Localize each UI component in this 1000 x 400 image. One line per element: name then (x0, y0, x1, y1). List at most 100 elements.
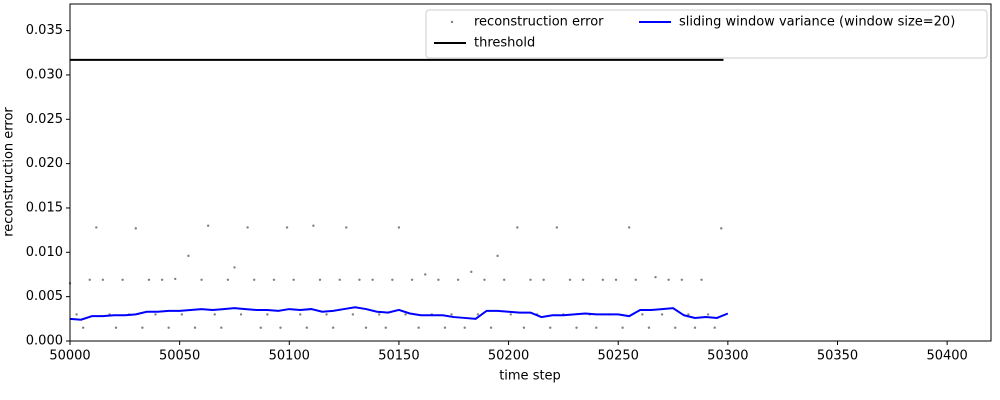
data-point (358, 278, 361, 282)
x-tick-label: 50350 (817, 349, 858, 364)
data-point (470, 270, 473, 274)
data-point (391, 278, 394, 282)
data-point (601, 278, 605, 282)
data-point (529, 278, 532, 282)
data-point (174, 277, 177, 281)
data-point (147, 278, 151, 282)
data-point (502, 278, 506, 282)
data-point (134, 227, 137, 230)
data-point (285, 226, 289, 229)
data-point (312, 224, 315, 227)
data-point (160, 278, 164, 282)
data-point (318, 278, 322, 282)
data-point (450, 313, 453, 316)
legend-box (425, 9, 988, 59)
x-tick-label: 50400 (926, 349, 967, 364)
data-point (88, 278, 91, 282)
data-point (101, 278, 105, 282)
data-point (443, 326, 447, 329)
data-point (226, 278, 230, 282)
data-point (437, 278, 440, 282)
data-point (581, 278, 585, 282)
data-point (720, 227, 723, 230)
data-point (233, 266, 236, 269)
data-point (634, 278, 637, 282)
y-tick-label: 0.015 (26, 200, 63, 215)
data-point (338, 278, 341, 282)
data-point (424, 273, 427, 276)
legend-label: reconstruction error (474, 15, 604, 30)
x-tick-label: 50000 (49, 349, 90, 364)
y-tick-label: 0.010 (26, 245, 63, 260)
x-tick-label: 50200 (488, 349, 529, 364)
y-axis-label: reconstruction error (2, 107, 17, 237)
data-point (654, 275, 657, 279)
data-point (687, 313, 690, 316)
data-point (674, 326, 677, 329)
data-point (377, 313, 381, 316)
data-point (614, 278, 618, 282)
data-point (555, 226, 559, 229)
data-point (496, 254, 499, 258)
data-point (595, 326, 598, 329)
x-tick-label: 50100 (269, 349, 310, 364)
data-point (660, 313, 664, 316)
data-point (542, 278, 545, 282)
data-point (463, 326, 466, 329)
data-point (305, 326, 309, 329)
data-point (200, 278, 203, 282)
data-point (476, 313, 480, 316)
y-tick-label: 0.030 (26, 67, 63, 82)
plot-area (68, 58, 729, 329)
data-point (266, 313, 269, 316)
data-point (397, 226, 401, 229)
data-point (180, 313, 184, 316)
data-point (627, 226, 631, 229)
data-point (187, 254, 190, 258)
data-point (325, 313, 328, 316)
data-point (647, 326, 651, 329)
data-point (384, 326, 387, 329)
data-point (641, 313, 644, 316)
data-point (114, 326, 118, 329)
data-point (483, 278, 486, 282)
data-point (568, 278, 572, 282)
data-point (371, 278, 374, 282)
x-tick-label: 50250 (598, 349, 639, 364)
data-point (417, 326, 420, 329)
data-point (351, 313, 355, 316)
x-tick-label: 50050 (159, 349, 200, 364)
data-point (713, 326, 716, 329)
legend-marker (450, 20, 454, 24)
data-point (404, 313, 407, 316)
x-axis-label: time step (499, 369, 561, 384)
data-point (575, 326, 578, 329)
axes-frame (69, 3, 992, 342)
data-point (154, 313, 157, 316)
data-point (272, 278, 276, 282)
data-point (239, 313, 243, 316)
data-point (516, 226, 519, 229)
data-point (680, 278, 684, 282)
data-point (259, 326, 262, 329)
data-point (95, 226, 98, 229)
y-tick-label: 0.000 (26, 334, 63, 349)
data-point (706, 313, 710, 316)
y-tick-label: 0.020 (26, 156, 63, 171)
data-point (167, 326, 170, 329)
y-tick-label: 0.005 (26, 289, 63, 304)
data-point (141, 326, 144, 329)
data-point (220, 326, 223, 329)
data-point (253, 278, 256, 282)
x-tick-label: 50150 (378, 349, 419, 364)
legend-label: threshold (474, 36, 535, 51)
data-point (345, 226, 348, 229)
data-point (700, 278, 703, 282)
data-point (75, 313, 78, 316)
data-point (292, 278, 295, 282)
data-point (121, 278, 124, 282)
data-point (364, 326, 368, 329)
legend-label: sliding window variance (window size=20) (679, 15, 955, 30)
y-tick-label: 0.035 (26, 23, 63, 38)
